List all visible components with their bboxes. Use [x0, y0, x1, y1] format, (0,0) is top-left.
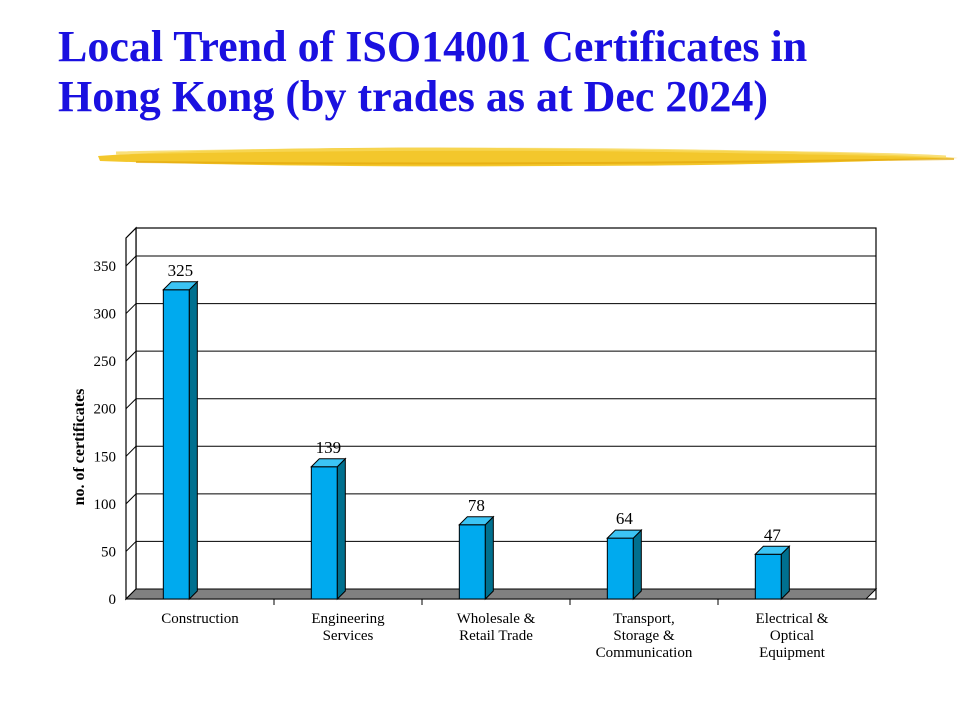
bar-data-label: 325 [168, 261, 194, 280]
bar-data-label: 64 [616, 509, 634, 528]
bar-side [780, 545, 790, 601]
y-tick-label: 250 [94, 354, 117, 370]
bar-front [458, 524, 486, 600]
y-tick-label: 0 [109, 592, 117, 608]
y-tick-label: 100 [94, 497, 117, 513]
bar-front [754, 553, 782, 600]
gridline-left-200 [125, 398, 137, 410]
y-tick-label: 200 [94, 402, 117, 418]
bar-data-label: 78 [468, 496, 485, 515]
bar-top [458, 516, 495, 526]
y-tick-label: 150 [94, 449, 117, 465]
y-axis-label: no. of certificates [71, 389, 88, 506]
bar-side [484, 515, 494, 601]
gridline-left-250 [125, 350, 137, 362]
x-category-label: Wholesale & [457, 611, 536, 627]
slide-title: Local Trend of ISO14001 Certificates in … [58, 22, 948, 122]
x-category-label: Electrical & [756, 611, 829, 627]
bar-front [606, 537, 634, 600]
bar-top [606, 529, 643, 539]
x-category-label: Communication [596, 645, 693, 661]
x-category-label: Optical [770, 628, 814, 644]
bar-3 [606, 528, 643, 601]
chart-labels: 0 50 100 150 200 250 300 350 325 Construction 139 E… [94, 259, 829, 661]
bar-4 [754, 545, 791, 601]
gridline-left-150 [125, 445, 137, 457]
bar-top [310, 458, 347, 468]
bar-top [754, 545, 791, 555]
slide-title-line-1: Local Trend of ISO14001 Certificates in [58, 22, 808, 71]
bar-data-label: 47 [764, 525, 782, 544]
bar-1 [310, 457, 347, 601]
x-category-label: Retail Trade [459, 628, 533, 644]
y-tick-label: 350 [94, 259, 117, 275]
title-underline-brushstroke [98, 147, 958, 167]
bar-front [310, 466, 338, 600]
x-category-label: Engineering [311, 611, 385, 627]
bar-0 [162, 280, 199, 601]
chart-gridlines [125, 255, 876, 605]
gridline-left-50 [125, 541, 137, 552]
gridline-left-100 [125, 493, 137, 505]
bar-2 [458, 515, 495, 601]
gridline-left-300 [125, 303, 137, 314]
bar-front [162, 289, 190, 600]
slide-title-line-2: Hong Kong (by trades as at Dec 2024) [58, 72, 769, 121]
bar-top [162, 281, 199, 291]
x-category-label: Transport, [613, 611, 675, 627]
chart-bars [162, 280, 791, 601]
x-category-label: Construction [161, 611, 239, 627]
x-category-label: Storage & [613, 628, 675, 644]
x-category-label: Equipment [759, 645, 826, 661]
y-tick-label: 50 [101, 544, 116, 560]
bar-side [632, 528, 642, 601]
chart-plot-frame [124, 226, 878, 601]
x-category-label: Services [323, 628, 374, 644]
y-tick-label: 300 [94, 307, 117, 323]
bar-data-label: 139 [316, 438, 342, 457]
chart-back-wall [135, 227, 877, 600]
bar-side [188, 280, 198, 601]
gridline-left-350 [125, 255, 137, 267]
bar-side [336, 457, 346, 601]
